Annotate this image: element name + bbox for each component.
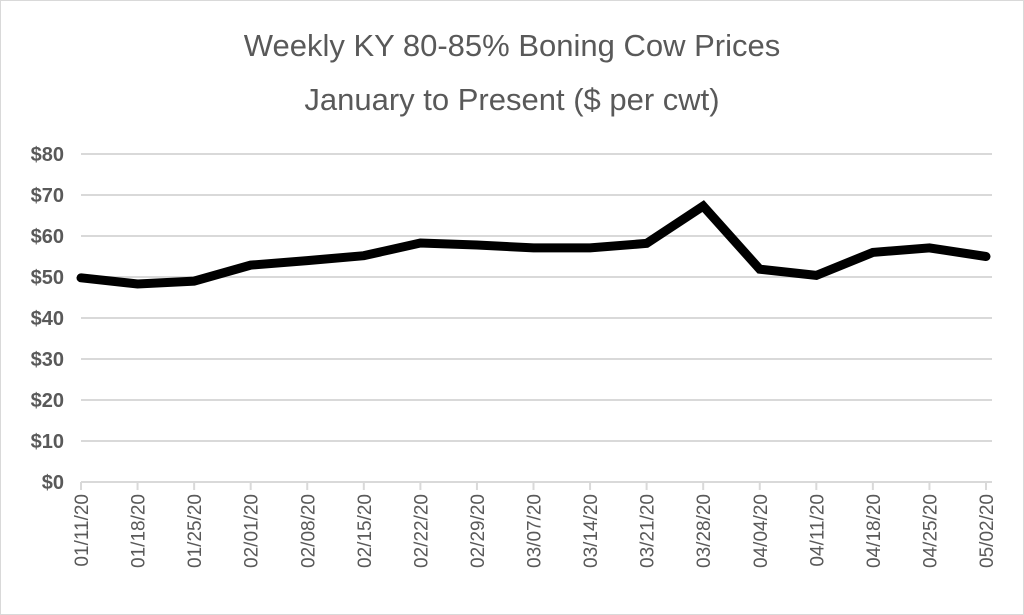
data-point <box>193 280 195 282</box>
x-tick-label: 04/11/20 <box>807 494 828 567</box>
y-axis-ticks: $0 $10 $20 $30 $40 $50 $60 $70 $80 <box>31 144 64 494</box>
x-tick-label: 02/29/20 <box>468 494 489 568</box>
x-tick-label: 03/28/20 <box>694 494 715 568</box>
x-tick-label: 04/04/20 <box>751 494 772 568</box>
x-tick-label: 03/14/20 <box>581 494 602 568</box>
y-tick-label: $70 <box>31 185 64 207</box>
x-tick-label: 01/25/20 <box>185 494 206 568</box>
y-tick-label: $50 <box>31 267 64 289</box>
y-tick-label: $80 <box>31 144 64 166</box>
data-point <box>872 251 874 253</box>
chart-subtitle: January to Present ($ per cwt) <box>304 82 720 117</box>
data-point <box>137 283 139 285</box>
x-tick-label: 02/08/20 <box>298 494 319 568</box>
y-tick-label: $40 <box>31 308 64 330</box>
x-tick-label: 03/21/20 <box>638 494 659 568</box>
x-tick-label: 02/01/20 <box>242 494 263 568</box>
data-point <box>589 247 591 249</box>
y-tick-label: $60 <box>31 226 64 248</box>
data-point <box>815 274 817 276</box>
x-tick-label: 04/18/20 <box>864 494 885 568</box>
series-line <box>76 200 991 289</box>
data-point <box>476 244 478 246</box>
x-tick-label: 03/07/20 <box>525 494 546 568</box>
x-tick-label: 02/22/20 <box>411 494 432 568</box>
data-point <box>80 277 82 279</box>
y-tick-label: $0 <box>42 472 64 494</box>
x-axis-ticks: 01/11/20 01/18/20 01/25/20 02/01/20 02/08/20… <box>72 482 998 568</box>
data-point <box>533 247 534 249</box>
data-point <box>646 242 648 244</box>
data-point <box>250 264 252 266</box>
y-tick-label: $20 <box>31 390 64 412</box>
data-point <box>419 242 421 244</box>
x-tick-label: 04/25/20 <box>920 494 941 568</box>
x-tick-label: 01/11/20 <box>72 494 93 567</box>
data-point <box>759 268 761 270</box>
x-tick-label: 02/15/20 <box>355 494 376 568</box>
y-tick-label: $10 <box>31 431 64 453</box>
data-point <box>985 256 987 257</box>
y-tick-label: $30 <box>31 349 64 371</box>
data-point <box>306 260 308 262</box>
data-point <box>363 255 365 257</box>
chart-title: Weekly KY 80-85% Boning Cow Prices <box>243 28 781 63</box>
series-layer <box>76 200 991 289</box>
data-point <box>702 205 704 207</box>
x-tick-label: 01/18/20 <box>129 494 150 568</box>
x-tick-label: 05/02/20 <box>977 494 998 568</box>
data-point <box>928 247 930 249</box>
gridlines <box>81 153 992 442</box>
